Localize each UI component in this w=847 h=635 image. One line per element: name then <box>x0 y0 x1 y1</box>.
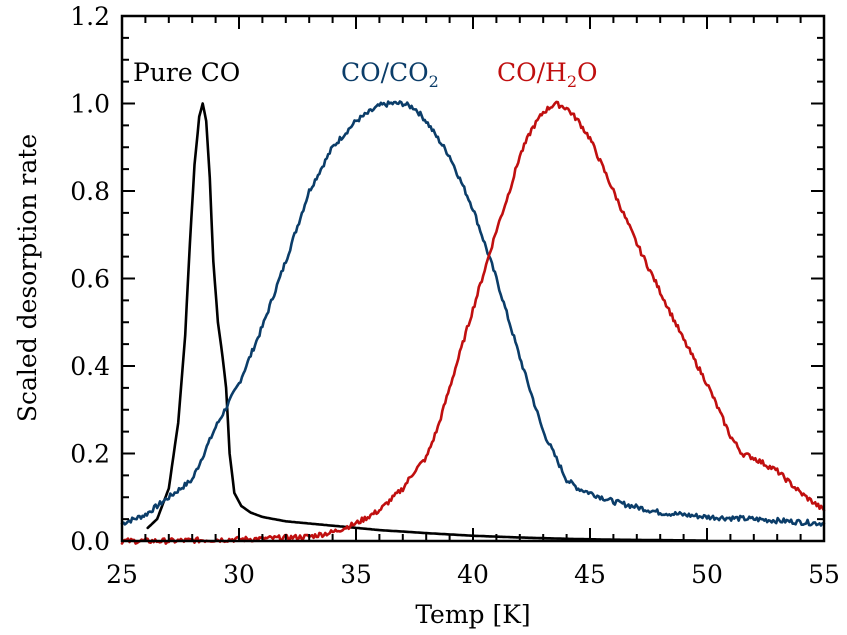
series-label-1: CO/CO2 <box>341 58 439 91</box>
series-line-2 <box>120 100 826 545</box>
x-axis-title: Temp [K] <box>415 600 530 629</box>
y-axis-title: Scaled desorption rate <box>13 134 42 422</box>
y-tick-label: 1.0 <box>70 90 110 119</box>
series-label-0: Pure CO <box>133 58 240 87</box>
series-label-2: CO/H2O <box>497 58 598 91</box>
x-tick-label: 50 <box>691 560 723 589</box>
series-line-0 <box>146 102 709 542</box>
y-tick-label: 0.2 <box>70 440 110 469</box>
y-tick-label: 1.2 <box>70 2 110 31</box>
y-tick-label: 0.6 <box>70 265 110 294</box>
y-tick-label: 0.0 <box>70 527 110 556</box>
x-tick-label: 35 <box>340 560 372 589</box>
series-curves <box>120 100 826 545</box>
x-tick-label: 45 <box>574 560 606 589</box>
tick-labels: 25 30 35 40 45 50 55 0.0 0.2 0.4 0.6 0.8 1.0 1.2 <box>70 2 840 589</box>
plot-frame <box>120 14 826 543</box>
y-tick-label: 0.8 <box>70 177 110 206</box>
axis-ticks <box>121 15 825 542</box>
series-line-1 <box>120 100 826 527</box>
x-tick-label: 30 <box>223 560 255 589</box>
x-tick-label: 55 <box>808 560 840 589</box>
x-tick-label: 40 <box>457 560 489 589</box>
series-labels: Pure CO CO/CO2 CO/H2O <box>133 58 598 91</box>
y-tick-label: 0.4 <box>70 352 110 381</box>
x-tick-label: 25 <box>106 560 138 589</box>
